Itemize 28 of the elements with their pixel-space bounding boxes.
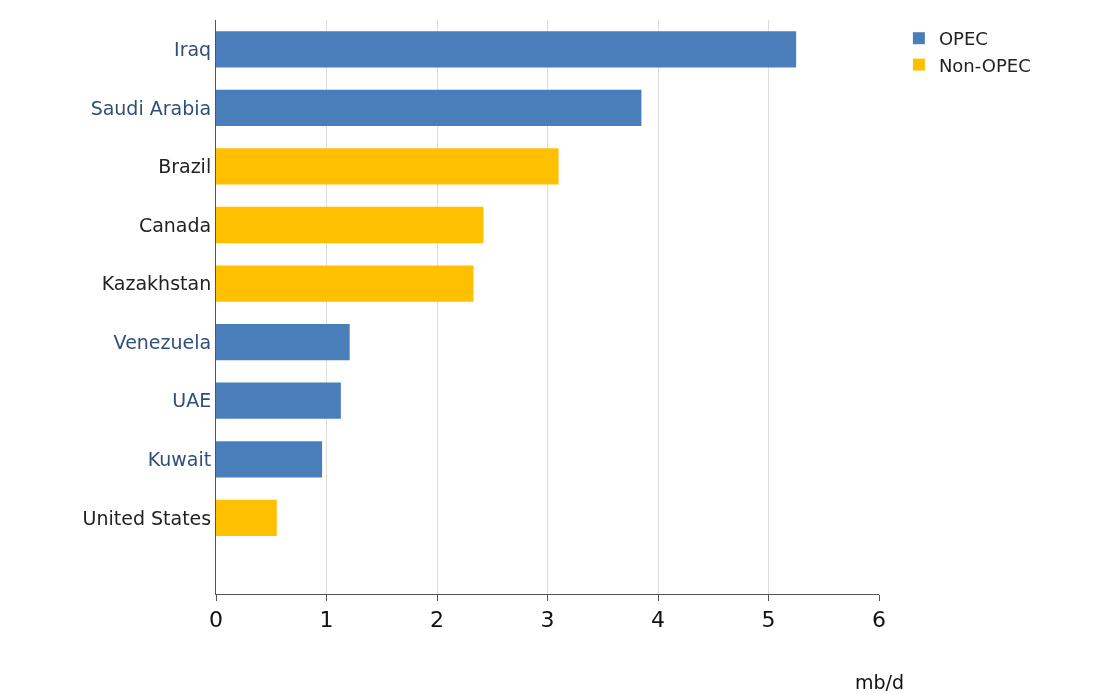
x-tick-label: 1	[319, 607, 334, 633]
x-tick-label: 6	[872, 607, 886, 633]
legend-label: Non-OPEC	[938, 54, 1031, 76]
x-tick-label: 3	[540, 607, 555, 633]
y-tick-label: Canada	[138, 213, 212, 236]
x-axis-title: mb/d	[855, 671, 905, 693]
x-tick-label: 5	[761, 607, 776, 633]
y-tick-label: Kazakhstan	[101, 272, 212, 295]
bar	[216, 206, 484, 244]
bar	[216, 148, 559, 185]
y-tick-label: Kuwait	[147, 447, 212, 470]
bar	[216, 89, 642, 127]
x-tick-label: 0	[209, 607, 223, 633]
y-tick-label: United States	[82, 506, 212, 529]
y-tick-label: UAE	[172, 389, 212, 412]
y-tick-label: Brazil	[158, 155, 212, 178]
bar	[216, 499, 277, 537]
y-tick-label: Iraq	[174, 37, 212, 60]
bar	[216, 31, 797, 68]
bar	[216, 382, 341, 419]
y-tick-label: Saudi Arabia	[90, 96, 212, 119]
x-tick-label: 2	[430, 607, 444, 633]
bar	[216, 265, 474, 302]
y-tick-label: Venezuela	[113, 330, 212, 353]
bar	[216, 323, 350, 361]
x-tick-label: 4	[651, 607, 665, 633]
legend-label: OPEC	[938, 28, 988, 50]
bar	[216, 441, 323, 478]
